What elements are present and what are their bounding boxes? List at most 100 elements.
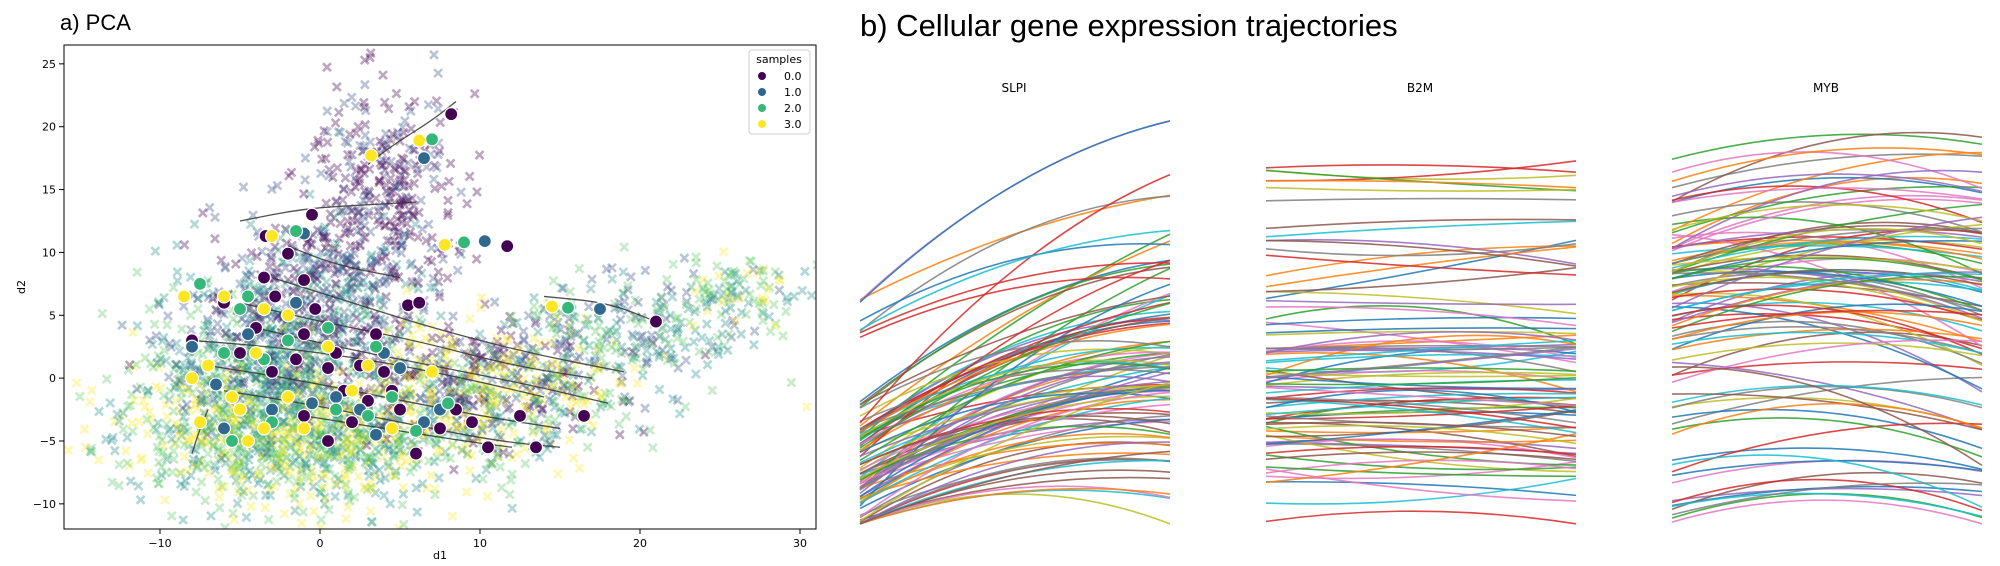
background-cell-marker — [405, 339, 416, 350]
background-cell-marker — [161, 419, 172, 430]
background-cell-marker — [361, 297, 372, 307]
background-cell-marker — [291, 438, 302, 449]
sample-point-0.0 — [408, 446, 424, 461]
background-cell-marker — [398, 519, 409, 529]
background-cell-marker — [250, 402, 260, 412]
background-cell-marker — [801, 401, 812, 412]
sample-point-1.0 — [416, 151, 432, 166]
background-cell-marker — [246, 410, 257, 421]
sample-point-3.0 — [424, 364, 440, 379]
sample-point-0.0 — [308, 301, 323, 317]
background-cell-marker — [213, 445, 224, 456]
background-cell-marker — [238, 486, 249, 497]
background-cell-marker — [416, 268, 427, 279]
background-cell-marker — [179, 439, 189, 450]
background-cell-marker — [229, 363, 240, 374]
pca-x-label: d1 — [433, 549, 447, 562]
sample-point-0.0 — [432, 421, 448, 436]
background-cell-marker — [344, 400, 355, 411]
background-cell-marker — [391, 88, 402, 99]
background-cell-marker — [361, 425, 372, 436]
background-cell-marker — [161, 552, 169, 560]
background-cell-marker — [180, 384, 191, 395]
background-cell-marker — [640, 265, 651, 276]
background-cell-marker — [353, 471, 364, 482]
background-cell-marker — [263, 452, 274, 463]
background-cell-marker — [303, 342, 314, 353]
background-cell-marker — [268, 354, 279, 365]
background-cell-marker — [238, 457, 249, 467]
legend-label-1: 1.0 — [784, 86, 802, 99]
background-cell-marker — [360, 457, 371, 468]
background-cell-marker — [237, 390, 248, 400]
background-cell-marker — [357, 429, 368, 439]
background-cell-marker — [244, 393, 254, 404]
background-cell-marker — [318, 414, 329, 425]
background-cell-marker — [230, 464, 241, 475]
background-cell-marker — [263, 479, 274, 490]
background-cell-marker — [416, 195, 426, 206]
background-cell-marker — [353, 428, 364, 439]
background-cell-marker — [383, 442, 394, 452]
background-cell-marker — [168, 282, 179, 293]
background-cell-marker — [171, 359, 182, 370]
slpi-cell-line — [859, 194, 1171, 301]
background-cell-marker — [383, 461, 394, 472]
background-cell-marker — [341, 469, 351, 480]
background-cell-marker — [235, 278, 246, 289]
background-cell-marker — [688, 336, 699, 347]
background-cell-marker — [180, 416, 191, 427]
background-cell-marker — [362, 453, 373, 464]
background-cell-marker — [405, 401, 416, 412]
background-cell-marker — [344, 255, 355, 266]
background-cell-marker — [283, 474, 294, 485]
background-cell-marker — [320, 263, 331, 274]
background-cell-marker — [232, 318, 243, 329]
background-cell-marker — [247, 419, 258, 430]
background-cell-marker — [330, 479, 341, 490]
background-cell-marker — [287, 368, 298, 379]
background-cell-marker — [314, 383, 324, 394]
background-cell-marker — [240, 546, 248, 554]
background-cell-marker — [508, 428, 519, 439]
background-cell-marker — [174, 467, 185, 478]
background-cell-marker — [143, 385, 154, 396]
background-cell-marker — [229, 514, 239, 525]
sample-point-0.0 — [264, 364, 280, 379]
background-cell-marker — [255, 474, 265, 485]
background-cell-marker — [387, 470, 398, 481]
background-cell-marker — [221, 408, 231, 419]
background-cell-marker — [158, 390, 169, 401]
background-cell-marker — [292, 476, 302, 487]
background-cell-marker — [161, 355, 171, 366]
background-cell-marker — [395, 461, 406, 471]
background-cell-marker — [342, 278, 353, 288]
background-cell-marker — [324, 380, 335, 391]
background-cell-marker — [176, 387, 187, 398]
background-cell-marker — [337, 442, 348, 453]
background-cell-marker — [331, 82, 342, 92]
sample-point-1.0 — [208, 377, 224, 392]
background-cell-marker — [118, 424, 129, 435]
background-cell-marker — [433, 103, 444, 114]
background-cell-marker — [295, 464, 306, 475]
background-cell-marker — [305, 356, 316, 367]
background-cell-marker — [226, 528, 234, 529]
background-cell-marker — [305, 462, 316, 473]
background-cell-marker — [370, 467, 381, 478]
background-cell-marker — [387, 265, 397, 276]
background-cell-marker — [529, 301, 539, 311]
background-cell-marker — [229, 374, 239, 385]
background-cell-marker — [295, 476, 306, 487]
background-cell-marker — [289, 435, 299, 446]
y-tick-label: 5 — [49, 309, 56, 322]
background-cell-marker — [304, 449, 315, 460]
background-cell-marker — [366, 484, 377, 495]
background-cell-marker — [296, 388, 307, 399]
background-cell-marker — [520, 458, 531, 469]
background-cell-marker — [366, 516, 377, 527]
background-cell-marker — [228, 447, 239, 458]
background-cell-marker — [86, 443, 97, 454]
background-cell-marker — [389, 373, 400, 384]
background-cell-marker — [333, 333, 344, 344]
